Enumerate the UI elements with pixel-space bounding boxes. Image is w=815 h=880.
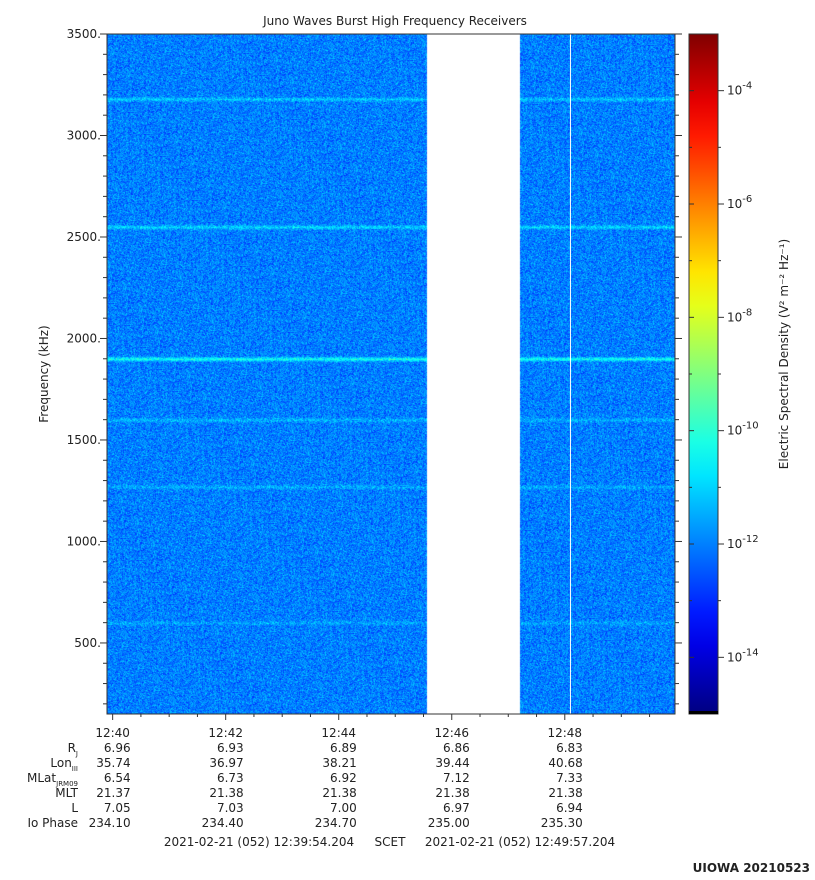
ephemeris-value: 6.73	[217, 771, 244, 785]
ephemeris-value: 6.86	[443, 741, 470, 755]
spectrogram-image	[107, 34, 675, 714]
colorbar-tick-label: 10-12	[727, 534, 759, 551]
ephemeris-value: 7.03	[217, 801, 244, 815]
ephemeris-value: 35.74	[96, 756, 130, 770]
colorbar-label: Electric Spectral Density (V² m⁻² Hz⁻¹)	[777, 239, 791, 469]
colorbar-tick-label: 10-8	[727, 307, 752, 324]
ephemeris-value: 7.33	[556, 771, 583, 785]
ephemeris-value: 38.21	[322, 756, 356, 770]
footer-start-time: 2021-02-21 (052) 12:39:54.204	[164, 835, 354, 849]
y-axis-label: Frequency (kHz)	[37, 325, 51, 422]
ephemeris-value: 21.37	[96, 786, 130, 800]
x-tick-label: 12:40	[95, 726, 130, 740]
footer-scet: SCET	[375, 835, 407, 849]
ephemeris-value: 21.38	[322, 786, 356, 800]
ephemeris-value: 6.89	[330, 741, 357, 755]
ephemeris-value: 234.40	[202, 816, 244, 830]
credit-label: UIOWA 20210523	[693, 861, 810, 875]
ephemeris-value: 7.00	[330, 801, 357, 815]
y-tick-label: 3500.	[67, 27, 101, 41]
ephemeris-value: 21.38	[209, 786, 243, 800]
ephemeris-value: 6.96	[104, 741, 131, 755]
ephemeris-value: 21.38	[435, 786, 469, 800]
ephemeris-label: LonIII	[50, 756, 78, 773]
y-tick-label: 1000.	[67, 534, 101, 548]
plot-frame	[106, 33, 676, 715]
ephemeris-value: 6.94	[556, 801, 583, 815]
ephemeris-value: 234.70	[315, 816, 357, 830]
colorbar-floor	[689, 711, 718, 714]
ephemeris-label: L	[71, 801, 78, 815]
ephemeris-value: 21.38	[548, 786, 582, 800]
ephemeris-value: 6.97	[443, 801, 470, 815]
x-tick-label: 12:44	[321, 726, 356, 740]
y-tick-label: 2000.	[67, 331, 101, 345]
y-tick-label: 2500.	[67, 230, 101, 244]
footer-end-time: 2021-02-21 (052) 12:49:57.204	[425, 835, 615, 849]
ephemeris-value: 235.00	[428, 816, 470, 830]
ephemeris-label: MLT	[55, 786, 78, 800]
colorbar-tick-label: 10-10	[727, 421, 759, 438]
ephemeris-value: 7.12	[443, 771, 470, 785]
ephemeris-value: 40.68	[548, 756, 582, 770]
ephemeris-label: Io Phase	[27, 816, 78, 830]
ephemeris-value: 39.44	[435, 756, 469, 770]
ephemeris-label: RJ	[68, 741, 78, 758]
y-tick-label: 1500.	[67, 433, 101, 447]
ephemeris-value: 6.93	[217, 741, 244, 755]
y-tick-label: 3000.	[67, 128, 101, 142]
ephemeris-value: 7.05	[104, 801, 131, 815]
colorbar-tick-label: 10-4	[727, 81, 752, 98]
colorbar-tick-label: 10-6	[727, 194, 752, 211]
ephemeris-value: 6.54	[104, 771, 131, 785]
ephemeris-value: 6.83	[556, 741, 583, 755]
x-tick-label: 12:46	[434, 726, 469, 740]
x-tick-label: 12:48	[547, 726, 582, 740]
colorbar	[688, 33, 719, 715]
colorbar-tick-label: 10-14	[727, 647, 759, 664]
chart-title: Juno Waves Burst High Frequency Receiver…	[262, 14, 527, 28]
ephemeris-label: MLatJRM09	[27, 771, 78, 788]
ephemeris-value: 234.10	[89, 816, 131, 830]
x-tick-label: 12:42	[208, 726, 243, 740]
y-tick-label: 500.	[74, 636, 101, 650]
ephemeris-value: 235.30	[541, 816, 583, 830]
ephemeris-value: 36.97	[209, 756, 243, 770]
ephemeris-value: 6.92	[330, 771, 357, 785]
